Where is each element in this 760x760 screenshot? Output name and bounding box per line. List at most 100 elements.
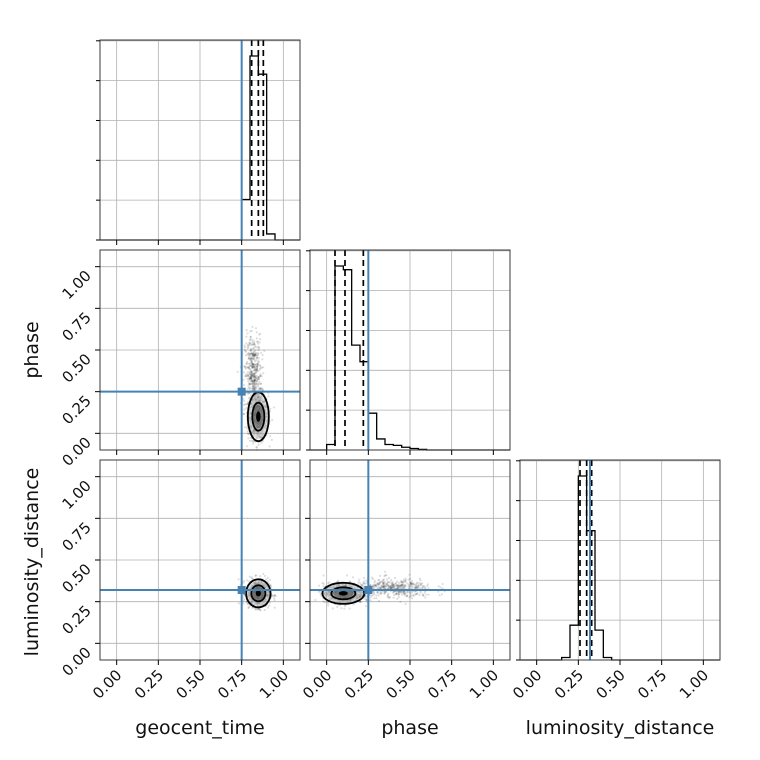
sample-point xyxy=(382,585,385,588)
sample-point xyxy=(257,352,260,355)
sample-point xyxy=(265,578,268,581)
sample-point xyxy=(383,585,386,588)
sample-point xyxy=(258,364,261,367)
sample-point xyxy=(254,367,257,370)
sample-point xyxy=(404,579,407,582)
sample-point xyxy=(437,585,440,588)
sample-point xyxy=(253,375,257,378)
sample-point xyxy=(382,581,385,584)
sample-point xyxy=(256,363,259,366)
sample-point xyxy=(406,594,409,597)
sample-point xyxy=(250,361,253,364)
y-axis-label-luminosity-distance: luminosity_distance xyxy=(21,468,43,657)
sample-point xyxy=(246,402,249,406)
sample-point xyxy=(371,577,375,581)
sample-point xyxy=(270,594,274,597)
sample-point xyxy=(257,376,260,379)
sample-point xyxy=(396,597,399,601)
sample-point xyxy=(411,582,414,585)
sample-point xyxy=(247,357,251,360)
sample-point xyxy=(257,347,260,350)
sample-point xyxy=(379,581,382,584)
sample-point xyxy=(242,412,245,415)
sample-point xyxy=(359,582,362,585)
sample-point xyxy=(321,581,324,584)
sample-point xyxy=(402,591,405,594)
sample-point xyxy=(384,570,387,573)
sample-point xyxy=(253,365,256,368)
x-axis-label-geocent-time: geocent_time xyxy=(135,717,264,739)
sample-point xyxy=(421,594,424,597)
sample-point xyxy=(249,392,252,395)
sample-point xyxy=(411,585,414,588)
sample-point xyxy=(253,372,256,375)
sample-point xyxy=(391,586,394,589)
sample-point xyxy=(380,586,383,589)
sample-point xyxy=(252,357,255,360)
sample-point xyxy=(382,578,386,581)
sample-point xyxy=(256,366,259,369)
sample-point xyxy=(247,354,250,357)
sample-point xyxy=(250,377,253,380)
sample-point xyxy=(254,379,257,382)
sample-point xyxy=(251,342,254,346)
sample-point xyxy=(242,602,245,605)
sample-point xyxy=(405,591,408,594)
sample-point xyxy=(416,586,419,589)
sample-point xyxy=(247,374,250,377)
sample-point xyxy=(250,371,253,374)
sample-point xyxy=(245,362,248,366)
sample-point xyxy=(386,587,389,590)
sample-point xyxy=(251,382,254,385)
sample-point xyxy=(403,592,406,595)
sample-point xyxy=(387,592,390,596)
sample-point xyxy=(250,380,253,383)
sample-point xyxy=(249,377,252,380)
sample-point xyxy=(385,582,388,586)
sample-point xyxy=(404,577,407,580)
sample-point xyxy=(373,581,376,584)
sample-point xyxy=(404,580,407,583)
sample-point xyxy=(247,352,251,355)
sample-point xyxy=(246,430,249,433)
sample-point xyxy=(243,365,246,368)
sample-point xyxy=(361,584,364,587)
sample-point xyxy=(322,585,325,588)
sample-point xyxy=(249,349,252,352)
sample-point xyxy=(257,360,260,363)
sample-point xyxy=(255,446,258,449)
sample-point xyxy=(253,388,256,391)
sample-point xyxy=(413,590,417,593)
sample-point xyxy=(236,370,239,373)
sample-point xyxy=(251,383,254,386)
sample-point xyxy=(261,388,264,391)
sample-point xyxy=(404,592,407,596)
sample-point xyxy=(256,365,259,368)
sample-point xyxy=(252,373,255,376)
sample-point xyxy=(253,373,256,376)
sample-point xyxy=(397,590,400,594)
sample-point xyxy=(419,584,422,587)
sample-point xyxy=(262,572,265,576)
x-tick-label-1: 0.25 xyxy=(131,666,167,702)
sample-point xyxy=(314,598,317,602)
sample-point xyxy=(395,592,398,595)
sample-point xyxy=(383,592,386,595)
sample-point xyxy=(255,331,258,334)
sample-point xyxy=(268,604,271,607)
sample-point xyxy=(251,325,254,328)
sample-point xyxy=(256,368,259,371)
sample-point xyxy=(249,342,252,345)
sample-point xyxy=(254,369,257,372)
x-tick-label-2: 0.50 xyxy=(382,666,418,702)
sample-point xyxy=(249,377,252,380)
sample-point xyxy=(245,407,248,410)
sample-point xyxy=(253,388,256,391)
sample-point xyxy=(400,586,403,590)
sample-point xyxy=(410,582,413,585)
sample-point xyxy=(268,601,272,604)
sample-point xyxy=(250,349,253,352)
sample-point xyxy=(337,579,340,583)
sample-point xyxy=(393,590,396,594)
sample-point xyxy=(251,365,254,368)
